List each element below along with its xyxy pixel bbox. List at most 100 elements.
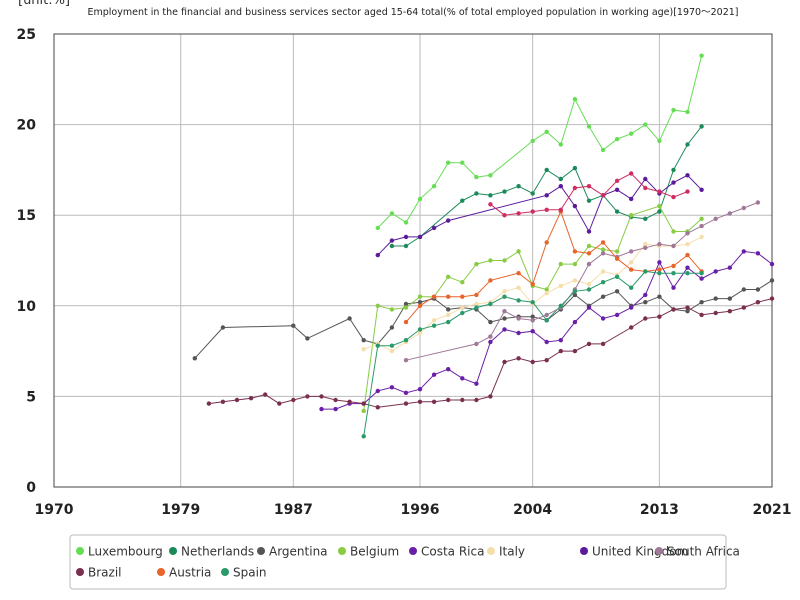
legend-item[interactable]: South Africa	[655, 545, 740, 559]
data-point	[586, 124, 592, 129]
data-point	[502, 289, 507, 294]
data-point	[671, 107, 676, 113]
data-point	[488, 258, 493, 263]
data-point	[460, 397, 465, 403]
data-point	[699, 53, 704, 58]
data-point	[643, 122, 648, 127]
data-point	[727, 211, 732, 216]
data-point	[446, 294, 451, 299]
data-point	[699, 234, 704, 240]
legend-item[interactable]: Brazil	[76, 566, 122, 580]
data-point	[474, 292, 479, 298]
data-point	[446, 367, 451, 372]
legend-label: Brazil	[88, 566, 122, 580]
data-point	[431, 294, 437, 299]
legend-label: Spain	[233, 566, 267, 580]
legend-marker	[169, 547, 177, 555]
data-point	[389, 385, 395, 390]
data-point	[516, 298, 521, 303]
data-point	[713, 296, 718, 301]
data-point	[502, 294, 507, 299]
data-point	[600, 280, 606, 285]
x-tick-label: 1979	[161, 502, 200, 518]
y-tick-label: 10	[17, 299, 37, 315]
data-point	[446, 160, 451, 165]
data-point	[460, 198, 465, 203]
data-point	[319, 394, 324, 399]
data-point	[431, 372, 437, 377]
data-point	[488, 202, 493, 207]
data-point	[755, 200, 761, 205]
legend-item[interactable]: Belgium	[338, 545, 399, 559]
data-point	[502, 327, 507, 332]
data-point	[685, 271, 690, 276]
legend-item[interactable]: United Kingdom	[580, 545, 688, 559]
data-point	[685, 231, 690, 236]
data-point	[685, 242, 690, 247]
data-point	[586, 251, 592, 256]
data-point	[403, 390, 409, 395]
data-point	[488, 193, 493, 198]
data-point	[572, 278, 578, 283]
unit-label: [unit:%]	[18, 0, 70, 8]
data-point	[657, 294, 662, 299]
data-point	[319, 406, 324, 412]
data-point	[234, 397, 240, 403]
data-point	[417, 234, 423, 240]
series-united-kingdom	[375, 173, 704, 258]
data-point	[558, 142, 563, 147]
data-point	[544, 129, 549, 134]
data-point	[769, 278, 775, 283]
data-point	[417, 294, 423, 299]
data-point	[643, 216, 648, 221]
data-point	[544, 287, 549, 292]
data-point	[502, 359, 507, 365]
data-point	[488, 319, 493, 325]
data-point	[671, 180, 676, 185]
data-point	[431, 225, 437, 231]
legend-item[interactable]: Austria	[157, 566, 211, 580]
legend-item[interactable]: Spain	[221, 566, 267, 580]
legend-label: Belgium	[350, 545, 399, 559]
data-point	[586, 198, 592, 203]
y-tick-label: 20	[17, 118, 37, 134]
data-point	[544, 318, 549, 323]
y-axis: 0 5 10 15 20 25	[17, 27, 37, 496]
data-point	[643, 316, 648, 321]
data-point	[460, 280, 465, 285]
data-point	[572, 97, 578, 102]
series-line	[194, 279, 773, 359]
data-point	[488, 301, 493, 307]
data-point	[403, 243, 409, 249]
data-point	[741, 249, 746, 254]
data-point	[516, 316, 521, 321]
legend-item[interactable]: Luxembourg	[76, 545, 163, 559]
legend-item[interactable]: Costa Rica	[409, 545, 484, 559]
data-point	[643, 292, 648, 298]
data-point	[699, 187, 704, 192]
data-point	[502, 189, 507, 194]
legend-item[interactable]: Netherlands	[169, 545, 254, 559]
data-point	[741, 205, 746, 211]
data-point	[586, 261, 592, 267]
data-point	[614, 249, 620, 254]
legend-box	[69, 534, 727, 590]
legend-item[interactable]: Italy	[487, 545, 525, 559]
data-point	[474, 381, 479, 386]
data-point	[516, 356, 521, 361]
data-point	[263, 392, 268, 397]
data-point	[389, 325, 395, 330]
data-point	[488, 394, 493, 399]
data-point	[530, 359, 535, 365]
data-point	[530, 138, 535, 144]
legend-item[interactable]: Argentina	[257, 545, 328, 559]
x-axis: 1970 1979 1987 1996 2004 2013 2021	[35, 502, 792, 518]
legend-marker	[76, 568, 84, 576]
data-point	[671, 271, 676, 276]
data-point	[446, 319, 451, 325]
data-point	[347, 399, 352, 404]
data-point	[530, 300, 535, 305]
data-point	[305, 394, 310, 399]
series-line	[405, 202, 759, 361]
data-point	[291, 323, 296, 328]
